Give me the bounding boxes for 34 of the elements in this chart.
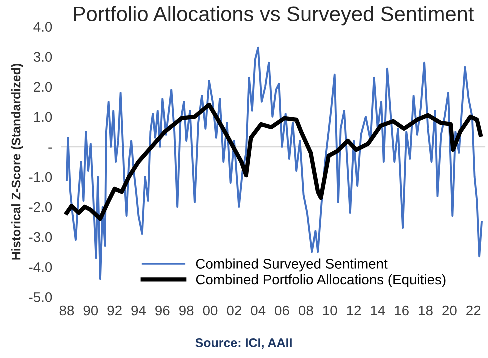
y-tick-label: 3.0 — [34, 52, 52, 62]
y-axis-title: Historical Z-Score (Standardized) — [12, 64, 24, 260]
x-tick-label: 16 — [395, 306, 409, 316]
x-tick-label: 96 — [156, 306, 170, 316]
line-series — [64, 102, 483, 222]
x-tick-label: 06 — [275, 306, 290, 316]
x-tick-label: 88 — [60, 306, 74, 316]
x-tick-label: 10 — [323, 306, 338, 316]
y-tick-label: -3.0 — [29, 232, 52, 242]
x-tick-label: 98 — [180, 306, 194, 316]
x-tick-label: 22 — [466, 306, 481, 316]
y-tick-label: -5.0 — [29, 292, 52, 302]
x-tick-label: 90 — [84, 306, 98, 316]
x-tick-label: 08 — [298, 306, 314, 316]
x-tick-label: 04 — [251, 306, 266, 316]
y-tick-label: - — [48, 148, 52, 149]
chart-title: Portfolio Allocations vs Surveyed Sentiment — [74, 6, 474, 26]
legend-label: Combined Portfolio Allocations (Equities) — [196, 274, 446, 288]
y-tick-label: -4.0 — [29, 262, 52, 272]
x-tick-label: 00 — [203, 306, 218, 316]
x-tick-label: 14 — [371, 306, 386, 316]
source-note: Source: ICI, AAII — [196, 338, 292, 350]
x-tick-label: 12 — [347, 306, 362, 316]
x-tick-label: 94 — [132, 306, 146, 316]
x-tick-label: 18 — [419, 306, 433, 316]
y-tick-label: 2.0 — [34, 82, 52, 92]
x-tick-label: 02 — [227, 306, 242, 316]
x-tick-label: 20 — [442, 306, 457, 316]
legend-label: Combined Surveyed Sentiment — [196, 258, 388, 272]
y-tick-label: -1.0 — [29, 172, 52, 182]
y-tick-label: 1.0 — [34, 112, 52, 122]
y-tick-label: -2.0 — [29, 202, 52, 212]
y-tick-label: 4.0 — [34, 22, 52, 32]
x-tick-label: 92 — [108, 306, 122, 316]
